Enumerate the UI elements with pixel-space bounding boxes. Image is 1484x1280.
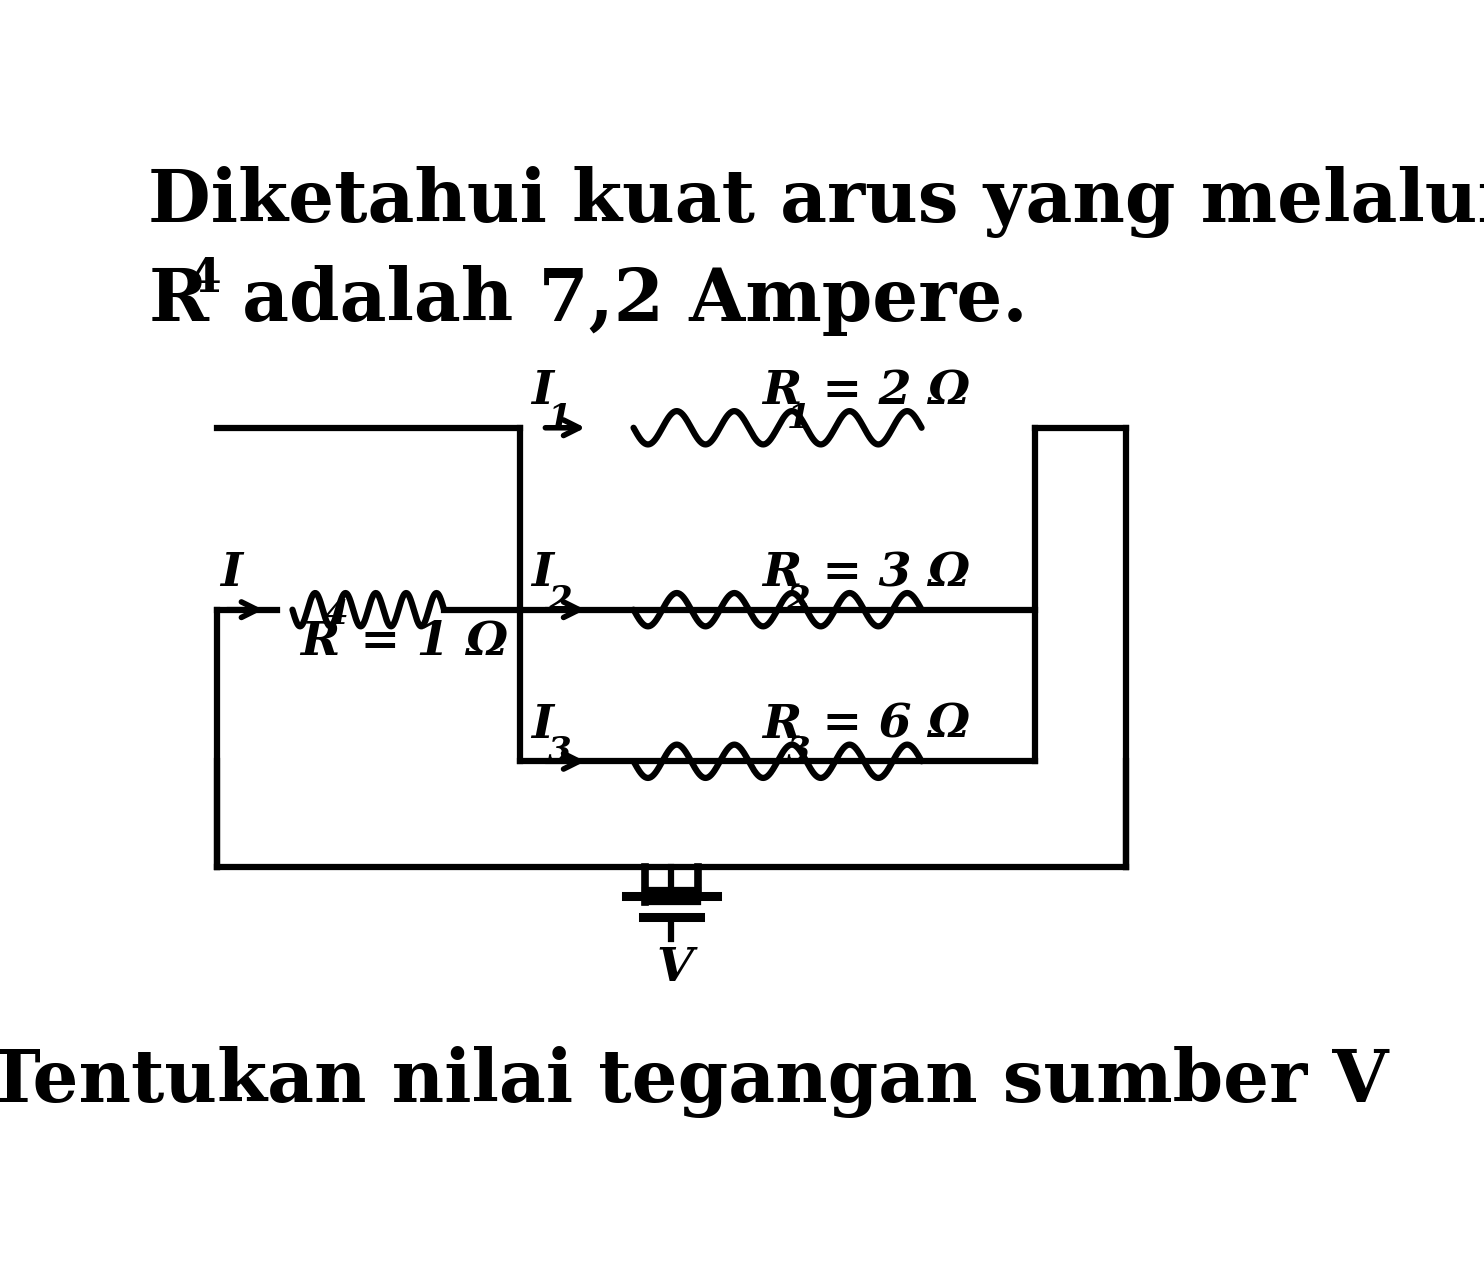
Text: R: R: [763, 701, 801, 748]
Text: R: R: [763, 369, 801, 415]
Text: 1: 1: [548, 402, 571, 435]
Text: R: R: [148, 265, 208, 335]
Text: I: I: [221, 550, 242, 596]
Text: I: I: [531, 550, 554, 596]
Text: 2: 2: [787, 584, 810, 617]
Text: V: V: [657, 945, 693, 991]
Text: R: R: [300, 618, 340, 664]
Text: 3: 3: [787, 735, 810, 768]
Text: adalah 7,2 Ampere.: adalah 7,2 Ampere.: [217, 265, 1027, 335]
Text: 2: 2: [548, 584, 571, 617]
Text: 3: 3: [548, 735, 571, 768]
Text: I: I: [531, 369, 554, 415]
Text: = 1 Ω: = 1 Ω: [344, 618, 508, 664]
Text: 4: 4: [188, 256, 221, 302]
Text: I: I: [531, 701, 554, 748]
Text: = 6 Ω: = 6 Ω: [806, 701, 971, 748]
Text: 1: 1: [787, 402, 810, 435]
Text: = 3 Ω: = 3 Ω: [806, 550, 971, 596]
Text: Diketahui kuat arus yang melalui: Diketahui kuat arus yang melalui: [148, 166, 1484, 238]
Text: = 2 Ω: = 2 Ω: [806, 369, 971, 415]
Text: R: R: [763, 550, 801, 596]
Text: 4: 4: [325, 598, 347, 631]
Text: Tentukan nilai tegangan sumber V: Tentukan nilai tegangan sumber V: [0, 1046, 1389, 1117]
